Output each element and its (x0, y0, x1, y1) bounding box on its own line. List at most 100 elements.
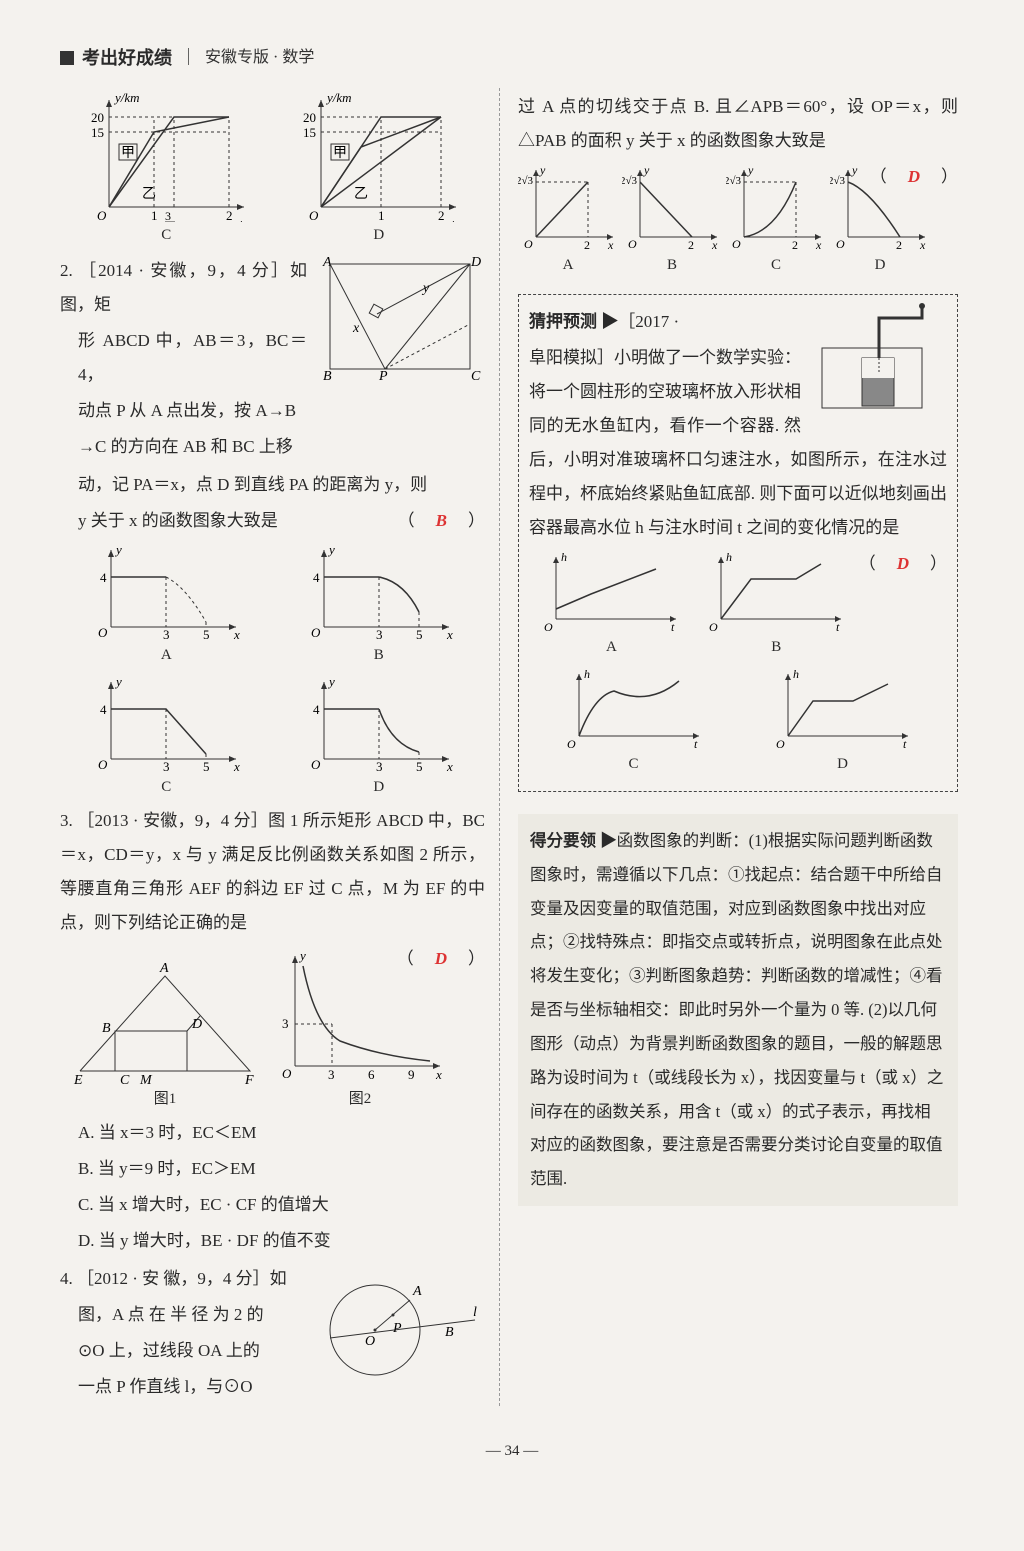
svg-text:20: 20 (91, 110, 104, 125)
q4-line1: 4. ［2012 · 安 徽，9，4 分］如 (60, 1262, 305, 1296)
svg-text:y: y (114, 542, 122, 557)
svg-text:O: O (98, 625, 108, 640)
panel-opts-row2: O h t C O h t D (529, 666, 947, 779)
svg-text:h: h (793, 667, 799, 681)
q2-answer: B (432, 511, 451, 530)
q2-opt-b: 4 3 5 O y x B (299, 542, 459, 670)
q4-cont-text: 过 A 点的切线交于点 B. 且∠APB＝60°，设 OP＝x，则△PAB 的面… (518, 90, 958, 158)
q2-line3: 动点 P 从 A 点出发，按 A→B (78, 394, 307, 428)
svg-text:t: t (903, 737, 907, 751)
svg-text:t: t (836, 620, 840, 634)
svg-text:P: P (378, 369, 388, 382)
svg-text:15: 15 (91, 125, 104, 140)
q4-line2: 图，A 点 在 半 径 为 2 的 (78, 1298, 305, 1332)
q2-line2: 形 ABCD 中，AB＝3，BC＝4， (78, 324, 307, 392)
panel-answer: D (893, 554, 913, 573)
svg-text:x: x (233, 759, 240, 774)
svg-text:x: x (233, 627, 240, 642)
svg-text:y: y (851, 163, 858, 177)
svg-text:O: O (282, 1066, 292, 1081)
svg-text:1: 1 (151, 208, 158, 222)
svg-text:y: y (421, 281, 430, 296)
chart-c-label: C (161, 220, 171, 250)
svg-text:4: 4 (313, 702, 320, 717)
svg-text:9: 9 (408, 1067, 415, 1082)
tips-title: 得分要领 ▶ (530, 831, 617, 850)
panel-opt-b-label: B (771, 632, 781, 662)
svg-text:B: B (445, 1325, 454, 1340)
svg-text:x: x (352, 321, 360, 336)
svg-text:3: 3 (328, 1067, 335, 1082)
svg-text:2: 2 (584, 238, 590, 252)
q2-opt-c-label: C (161, 772, 171, 802)
svg-text:y: y (539, 163, 546, 177)
svg-text:h: h (726, 550, 732, 564)
svg-text:4: 4 (100, 702, 107, 717)
chart-d-label: D (373, 220, 384, 250)
q2-line4: →C 的方向在 AB 和 BC 上移 (78, 430, 307, 464)
page-number: — 34 — (60, 1436, 964, 1466)
svg-text:5: 5 (416, 627, 423, 642)
q4-opt-c: 2√3 2 O y x C (726, 162, 826, 280)
svg-text:2√3: 2√3 (622, 175, 638, 187)
svg-text:x: x (607, 238, 614, 252)
header-title: 考出好成绩 (82, 40, 172, 76)
svg-text:2√3: 2√3 (726, 175, 742, 187)
charts-c-d: 甲 乙 20 15 1 3 2 2 O y/km x/时 C (60, 92, 485, 250)
svg-text:乙: 乙 (354, 186, 368, 202)
tips-panel: 得分要领 ▶函数图象的判断：(1)根据实际问题判断函数图象时，需遵循以下几点：①… (518, 814, 958, 1206)
q2-tail2: y 关于 x 的函数图象大致是 （ B ） (78, 504, 485, 538)
svg-text:3: 3 (282, 1016, 289, 1031)
svg-text:O: O (365, 1334, 375, 1349)
header-marker-icon (60, 51, 74, 65)
chart-c-svg: 甲 乙 20 15 1 3 2 2 O y/km x/时 (79, 92, 254, 222)
svg-text:A: A (322, 255, 332, 270)
panel-opt-d: O h t D (768, 666, 918, 779)
q3-opt-b: B. 当 y＝9 时，EC＞EM (78, 1152, 485, 1186)
svg-text:2√3: 2√3 (518, 175, 534, 187)
q3-fig2: 3 3 6 9 O y x 图2 (270, 946, 450, 1114)
svg-text:O: O (776, 737, 785, 751)
page-columns: 甲 乙 20 15 1 3 2 2 O y/km x/时 C (60, 88, 964, 1406)
svg-text:M: M (139, 1073, 153, 1086)
svg-text:E: E (73, 1073, 83, 1086)
svg-text:20: 20 (303, 110, 316, 125)
panel-opt-a: O h t A (536, 549, 686, 662)
q4-opt-d: 2√3 2 O y x D (830, 162, 930, 280)
q3-figs: A B D E C M F 图1 3 3 6 9 O y (60, 946, 397, 1114)
svg-text:x/时: x/时 (218, 220, 243, 222)
q3-fig1: A B D E C M F 图1 (60, 946, 270, 1114)
q3-text: 3. ［2013 · 安徽，9，4 分］图 1 所示矩形 ABCD 中，BC＝x… (60, 804, 485, 940)
svg-text:甲: 甲 (333, 146, 347, 161)
q2-opt-b-label: B (374, 640, 384, 670)
svg-text:甲: 甲 (121, 146, 135, 161)
q4-line4: 一点 P 作直线 l，与⊙O (78, 1370, 305, 1404)
svg-text:O: O (97, 208, 107, 222)
svg-text:O: O (524, 237, 533, 251)
q3-opt-d: D. 当 y 增大时，BE · DF 的值不变 (78, 1224, 485, 1258)
svg-text:O: O (628, 237, 637, 251)
svg-text:x: x (446, 627, 453, 642)
q4-opt-a: 2√3 2 O y x A (518, 162, 618, 280)
q2-opt-a-label: A (161, 640, 172, 670)
svg-text:O: O (309, 208, 319, 222)
svg-text:O: O (836, 237, 845, 251)
panel-opts-row1: O h t A O h t B (529, 549, 859, 662)
svg-text:y: y (747, 163, 754, 177)
chart-d-svg: 甲 乙 20 15 1 2 O y/km x/时 (291, 92, 466, 222)
svg-text:x: x (815, 238, 822, 252)
q4-opt-b: 2√3 2 O y x B (622, 162, 722, 280)
q4-circle-fig: A O P B l (305, 1260, 485, 1380)
svg-text:h: h (561, 550, 567, 564)
q4-opts: 2√3 2 O y x A 2√3 2 O y x B (518, 162, 870, 280)
svg-text:P: P (392, 1321, 402, 1336)
svg-text:5: 5 (416, 759, 423, 774)
q2-line1: 2. ［2014 · 安徽，9，4 分］如图，矩 (60, 254, 307, 322)
q4-opt-d-label: D (875, 250, 886, 280)
svg-text:y: y (114, 674, 122, 689)
svg-text:6: 6 (368, 1067, 375, 1082)
svg-text:2: 2 (792, 238, 798, 252)
svg-text:15: 15 (303, 125, 316, 140)
q4-line3: ⊙O 上，过线段 OA 上的 (78, 1334, 305, 1368)
q4-opt-a-label: A (563, 250, 574, 280)
